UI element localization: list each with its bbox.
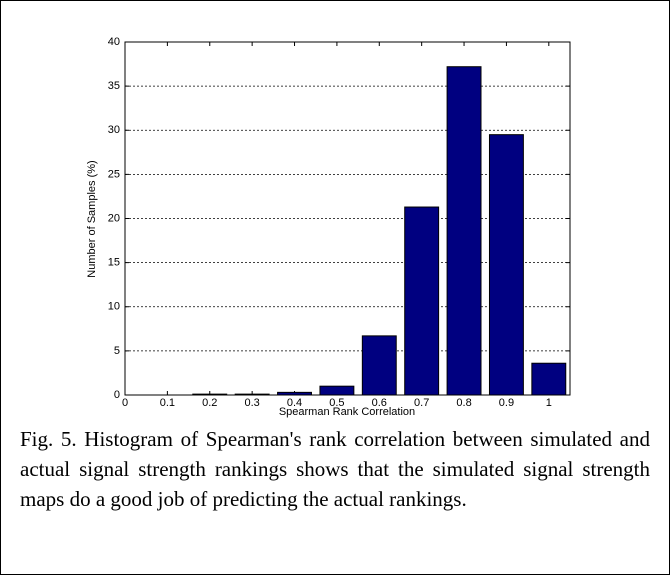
x-tick-label: 0.7	[414, 397, 429, 409]
y-tick-label: 15	[108, 257, 120, 269]
caption: Fig. 5. Histogram of Spearman's rank cor…	[20, 427, 650, 511]
bar	[404, 206, 440, 396]
x-tick-label: 0.1	[160, 397, 175, 409]
plot-frame	[124, 41, 571, 396]
y-tick-label: 10	[108, 301, 120, 313]
x-tick-label: 0	[122, 397, 128, 409]
x-tick-label: 0.3	[244, 397, 259, 409]
y-tick-label: 0	[114, 389, 120, 401]
y-axis-label: Number of Samples (%)	[86, 160, 98, 277]
x-tick-label: 0.5	[329, 397, 344, 409]
x-tick-label: 0.4	[287, 397, 302, 409]
y-tick-label: 5	[114, 345, 120, 357]
y-tick-label: 35	[108, 80, 120, 92]
x-tick-label: 0.9	[499, 397, 514, 409]
y-tick-label: 30	[108, 124, 120, 136]
bar	[361, 335, 397, 396]
x-tick-label: 0.8	[456, 397, 471, 409]
bar	[488, 134, 524, 396]
bar	[319, 385, 355, 396]
bar	[446, 66, 482, 396]
y-tick-label: 25	[108, 168, 120, 180]
y-tick-label: 20	[108, 212, 120, 224]
x-tick-label: 0.2	[202, 397, 217, 409]
x-tick-label: 0.6	[372, 397, 387, 409]
x-axis-label: Spearman Rank Correlation	[279, 406, 415, 418]
x-tick-label: 1	[546, 397, 552, 409]
y-tick-label: 40	[108, 36, 120, 48]
bar	[531, 362, 567, 396]
